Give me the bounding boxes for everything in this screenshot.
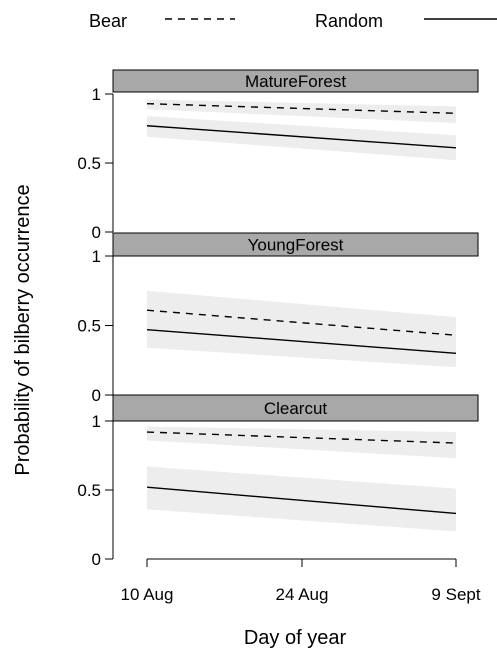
y-tick-label: 0 (92, 550, 101, 569)
panel-strip (112, 394, 479, 422)
y-axis-label: Probability of bilberry occurrence (12, 184, 34, 475)
y-tick-label: 1 (92, 85, 101, 104)
y-tick-label: 0.5 (77, 154, 101, 173)
confidence-band-bear (147, 99, 456, 123)
panel-clearcut: Clearcut 0 0.5 1 (77, 394, 479, 569)
y-tick-label: 1 (92, 247, 101, 266)
confidence-band-random (147, 116, 456, 161)
x-axis-label: Day of year (244, 627, 347, 649)
confidence-band-random (147, 311, 456, 368)
x-tick-label: 10 Aug (121, 585, 174, 604)
legend: Bear Random (89, 11, 497, 31)
legend-label-random: Random (315, 11, 383, 31)
panel-strip (112, 232, 479, 257)
x-axis: 10 Aug 24 Aug 9 Sept (121, 558, 481, 604)
panel-title: Clearcut (264, 399, 328, 418)
confidence-band-random (147, 466, 456, 532)
panel-title: MatureForest (245, 72, 346, 91)
y-tick-label: 0.5 (77, 481, 101, 500)
panel-strip (112, 69, 479, 93)
confidence-band-bear (147, 426, 456, 459)
panels: MatureForest00.51YoungForest00.51Clearcu… (77, 69, 479, 569)
y-tick-label: 0 (92, 223, 101, 242)
x-tick-label: 24 Aug (276, 585, 329, 604)
y-tick-label: 0 (92, 386, 101, 405)
series-line-random (146, 125, 457, 149)
panel-youngforest: YoungForest 0 0.5 1 (77, 232, 479, 405)
x-tick-label: 9 Sept (431, 585, 480, 604)
series-line-random (146, 328, 457, 354)
panel-title: YoungForest (248, 236, 344, 255)
y-tick-label: 1 (92, 412, 101, 431)
series-line-random (146, 486, 457, 515)
panel-matureforest: MatureForest 0 0.5 1 (77, 69, 479, 242)
legend-label-bear: Bear (89, 11, 127, 31)
y-tick-label: 0.5 (77, 317, 101, 336)
